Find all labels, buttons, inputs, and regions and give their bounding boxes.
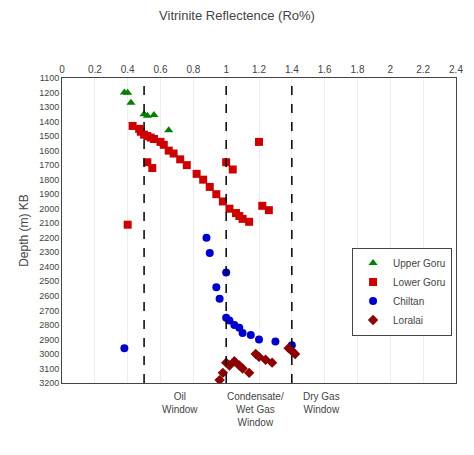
svg-text:1.8: 1.8 <box>351 64 365 75</box>
svg-text:1500: 1500 <box>39 131 59 141</box>
svg-text:1300: 1300 <box>39 102 59 112</box>
svg-text:Dry GasWindow: Dry GasWindow <box>303 391 340 415</box>
svg-text:2800: 2800 <box>39 320 59 330</box>
svg-text:2400: 2400 <box>39 262 59 272</box>
svg-text:3100: 3100 <box>39 364 59 374</box>
svg-text:Upper Goru: Upper Goru <box>393 258 445 269</box>
svg-text:Depth (m) KB: Depth (m) KB <box>17 194 31 267</box>
svg-text:2.2: 2.2 <box>416 64 430 75</box>
svg-text:2700: 2700 <box>39 306 59 316</box>
svg-text:1900: 1900 <box>39 189 59 199</box>
svg-text:0: 0 <box>59 64 65 75</box>
svg-text:1.2: 1.2 <box>252 64 266 75</box>
svg-text:1700: 1700 <box>39 160 59 170</box>
svg-text:1800: 1800 <box>39 175 59 185</box>
svg-text:3200: 3200 <box>39 378 59 388</box>
svg-text:1.6: 1.6 <box>318 64 332 75</box>
svg-text:Vitrinite Reflectence (Ro%): Vitrinite Reflectence (Ro%) <box>159 8 315 23</box>
svg-text:OilWindow: OilWindow <box>162 391 198 415</box>
svg-text:0.2: 0.2 <box>88 64 102 75</box>
svg-text:1100: 1100 <box>40 73 59 83</box>
svg-text:0.4: 0.4 <box>121 64 135 75</box>
svg-text:1600: 1600 <box>39 146 59 156</box>
svg-text:1: 1 <box>223 64 229 75</box>
svg-text:1200: 1200 <box>39 88 59 98</box>
svg-text:1.4: 1.4 <box>285 64 299 75</box>
svg-text:0.8: 0.8 <box>186 64 200 75</box>
svg-text:2: 2 <box>388 64 394 75</box>
svg-text:3000: 3000 <box>39 349 59 359</box>
svg-text:Condensate/Wet GasWindow: Condensate/Wet GasWindow <box>227 391 284 428</box>
svg-text:2200: 2200 <box>39 233 59 243</box>
svg-text:2500: 2500 <box>39 276 59 286</box>
svg-text:2000: 2000 <box>39 204 59 214</box>
svg-text:Loralai: Loralai <box>393 315 423 326</box>
svg-text:2100: 2100 <box>39 218 59 228</box>
svg-text:0.6: 0.6 <box>154 64 168 75</box>
svg-text:Chiltan: Chiltan <box>393 296 424 307</box>
svg-text:2900: 2900 <box>39 335 59 345</box>
svg-text:2.4: 2.4 <box>449 64 463 75</box>
svg-text:1400: 1400 <box>39 117 59 127</box>
svg-text:2600: 2600 <box>39 291 59 301</box>
svg-text:2300: 2300 <box>39 247 59 257</box>
svg-text:Lower Goru: Lower Goru <box>393 277 445 288</box>
